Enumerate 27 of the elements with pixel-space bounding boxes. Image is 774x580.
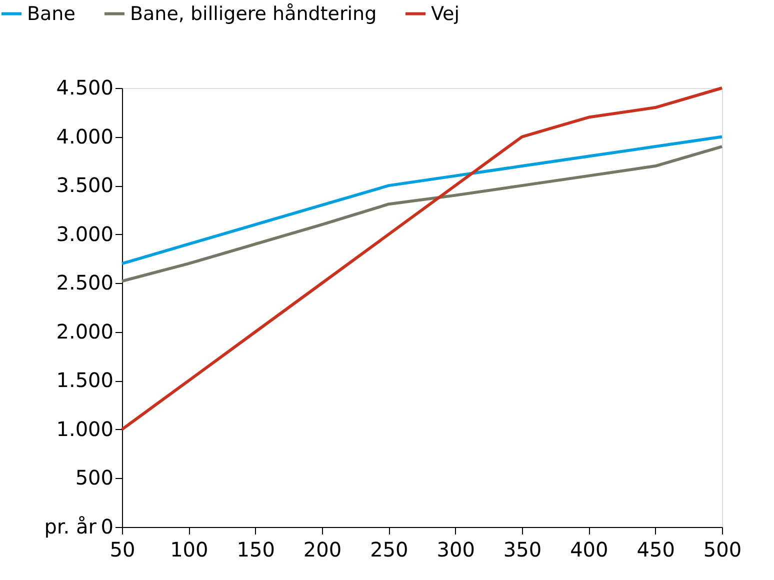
x-tick-label: 150 bbox=[236, 538, 275, 562]
legend-label: Vej bbox=[431, 2, 460, 25]
x-tick-label: 350 bbox=[503, 538, 542, 562]
x-tick-label: 400 bbox=[570, 538, 608, 562]
x-tick-label: 50 bbox=[110, 538, 136, 562]
y-tick-label: 2.000 bbox=[56, 319, 114, 344]
line-series bbox=[120, 145, 724, 283]
legend-label: Bane bbox=[27, 2, 76, 25]
y-axis-title: pr. år bbox=[44, 514, 98, 538]
x-tick-label: 500 bbox=[703, 538, 742, 562]
y-tick-label: 1.500 bbox=[56, 368, 114, 392]
y-tick-label: 3.500 bbox=[56, 173, 114, 198]
y-tick-label: 500 bbox=[75, 466, 114, 490]
x-tick-label: 300 bbox=[436, 538, 475, 562]
line-series bbox=[120, 135, 724, 266]
x-tick-label: 200 bbox=[303, 538, 342, 562]
y-tick-label: 4.500 bbox=[56, 76, 114, 100]
x-tick-label: 100 bbox=[170, 538, 208, 562]
y-tick-label: 1.000 bbox=[56, 416, 114, 441]
legend-label: Bane, billigere håndtering bbox=[130, 2, 377, 25]
y-tick-label: 4.000 bbox=[56, 124, 114, 148]
x-tick-label: 250 bbox=[370, 538, 408, 562]
y-tick-label: 2.500 bbox=[56, 270, 114, 295]
y-tick-label: 0 bbox=[100, 514, 114, 538]
y-tick-label: 3.000 bbox=[56, 222, 114, 246]
line-series bbox=[120, 86, 724, 431]
x-tick-label: 450 bbox=[636, 538, 675, 562]
